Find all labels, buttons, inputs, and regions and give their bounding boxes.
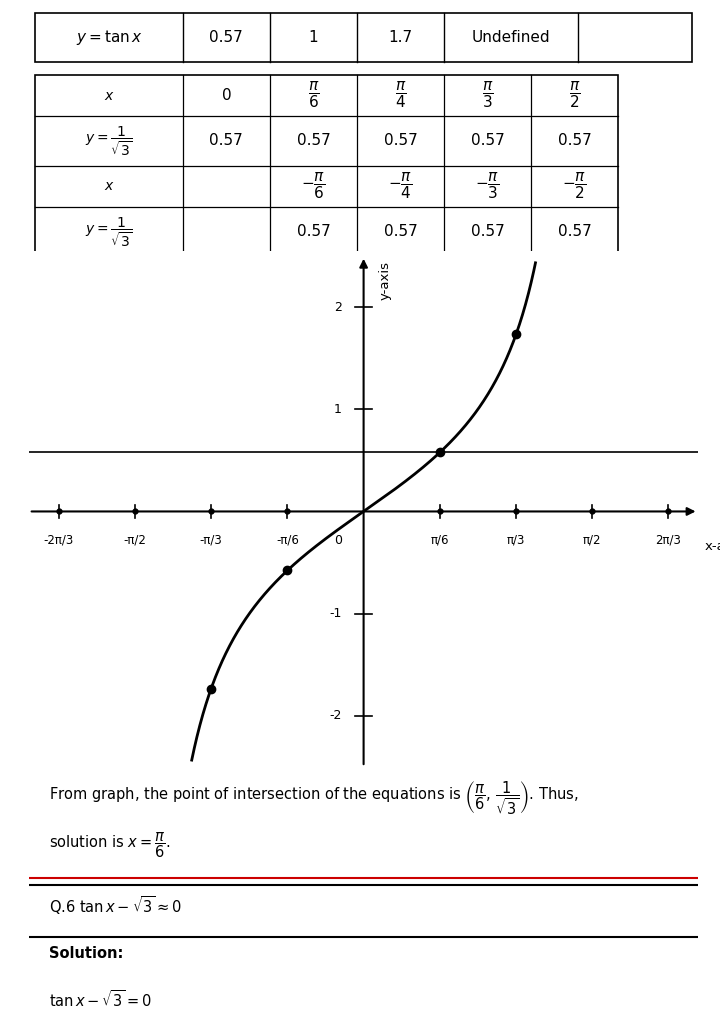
Text: 0.57: 0.57 [210, 30, 243, 45]
Text: From graph, the point of intersection of the equations is $\left(\dfrac{\pi}{6},: From graph, the point of intersection of… [49, 779, 578, 816]
Text: $-\dfrac{\pi}{2}$: $-\dfrac{\pi}{2}$ [562, 172, 587, 202]
Text: $x$: $x$ [104, 179, 114, 193]
Text: $-\dfrac{\pi}{4}$: $-\dfrac{\pi}{4}$ [388, 172, 413, 202]
Text: 0: 0 [334, 534, 342, 547]
Text: -1: -1 [329, 607, 342, 620]
Text: 0.57: 0.57 [297, 133, 330, 149]
Text: $y = \dfrac{1}{\sqrt{3}}$: $y = \dfrac{1}{\sqrt{3}}$ [85, 124, 133, 158]
Text: 0: 0 [222, 88, 231, 103]
Text: 0.57: 0.57 [297, 224, 330, 239]
Text: 0.57: 0.57 [384, 133, 418, 149]
Text: 1.7: 1.7 [388, 30, 413, 45]
Text: x-axis: x-axis [704, 541, 720, 553]
Text: 0.57: 0.57 [471, 133, 504, 149]
Bar [35, 13, 692, 61]
Text: 0.57: 0.57 [384, 224, 418, 239]
Text: -π/3: -π/3 [200, 534, 222, 547]
Text: $-\dfrac{\pi}{3}$: $-\dfrac{\pi}{3}$ [475, 172, 500, 202]
Text: 0.57: 0.57 [471, 224, 504, 239]
Text: Q.6 $\tan x - \sqrt{3} \approx 0$: Q.6 $\tan x - \sqrt{3} \approx 0$ [49, 895, 182, 917]
Text: $\dfrac{\pi}{4}$: $\dfrac{\pi}{4}$ [395, 80, 406, 110]
Text: $-\dfrac{\pi}{6}$: $-\dfrac{\pi}{6}$ [301, 172, 325, 202]
Text: solution is $x = \dfrac{\pi}{6}$.: solution is $x = \dfrac{\pi}{6}$. [49, 831, 171, 860]
Text: y-axis: y-axis [378, 261, 391, 300]
Text: -2: -2 [329, 710, 342, 723]
Text: 0.57: 0.57 [210, 133, 243, 149]
Text: Undefined: Undefined [472, 30, 550, 45]
Text: $\tan x - \sqrt{3} = 0$: $\tan x - \sqrt{3} = 0$ [49, 988, 152, 1010]
Text: 0.57: 0.57 [558, 224, 591, 239]
Text: π/3: π/3 [507, 534, 525, 547]
Text: 2: 2 [334, 300, 342, 314]
Text: $\dfrac{\pi}{3}$: $\dfrac{\pi}{3}$ [482, 80, 493, 110]
Text: -π/2: -π/2 [123, 534, 146, 547]
Text: Solution:: Solution: [49, 947, 123, 961]
Text: $\dfrac{\pi}{2}$: $\dfrac{\pi}{2}$ [569, 80, 580, 110]
Text: $y = \tan x$: $y = \tan x$ [76, 27, 143, 47]
Text: π/2: π/2 [583, 534, 601, 547]
Text: π/6: π/6 [431, 534, 449, 547]
Text: 0.57: 0.57 [558, 133, 591, 149]
Text: 1: 1 [309, 30, 318, 45]
Text: $x$: $x$ [104, 89, 114, 103]
Text: 1: 1 [334, 403, 342, 415]
Bar [35, 74, 618, 257]
Text: $y = \dfrac{1}{\sqrt{3}}$: $y = \dfrac{1}{\sqrt{3}}$ [85, 215, 133, 248]
Text: -π/6: -π/6 [276, 534, 299, 547]
Text: -2π/3: -2π/3 [44, 534, 74, 547]
Text: $\dfrac{\pi}{6}$: $\dfrac{\pi}{6}$ [307, 80, 319, 110]
Text: 2π/3: 2π/3 [655, 534, 681, 547]
